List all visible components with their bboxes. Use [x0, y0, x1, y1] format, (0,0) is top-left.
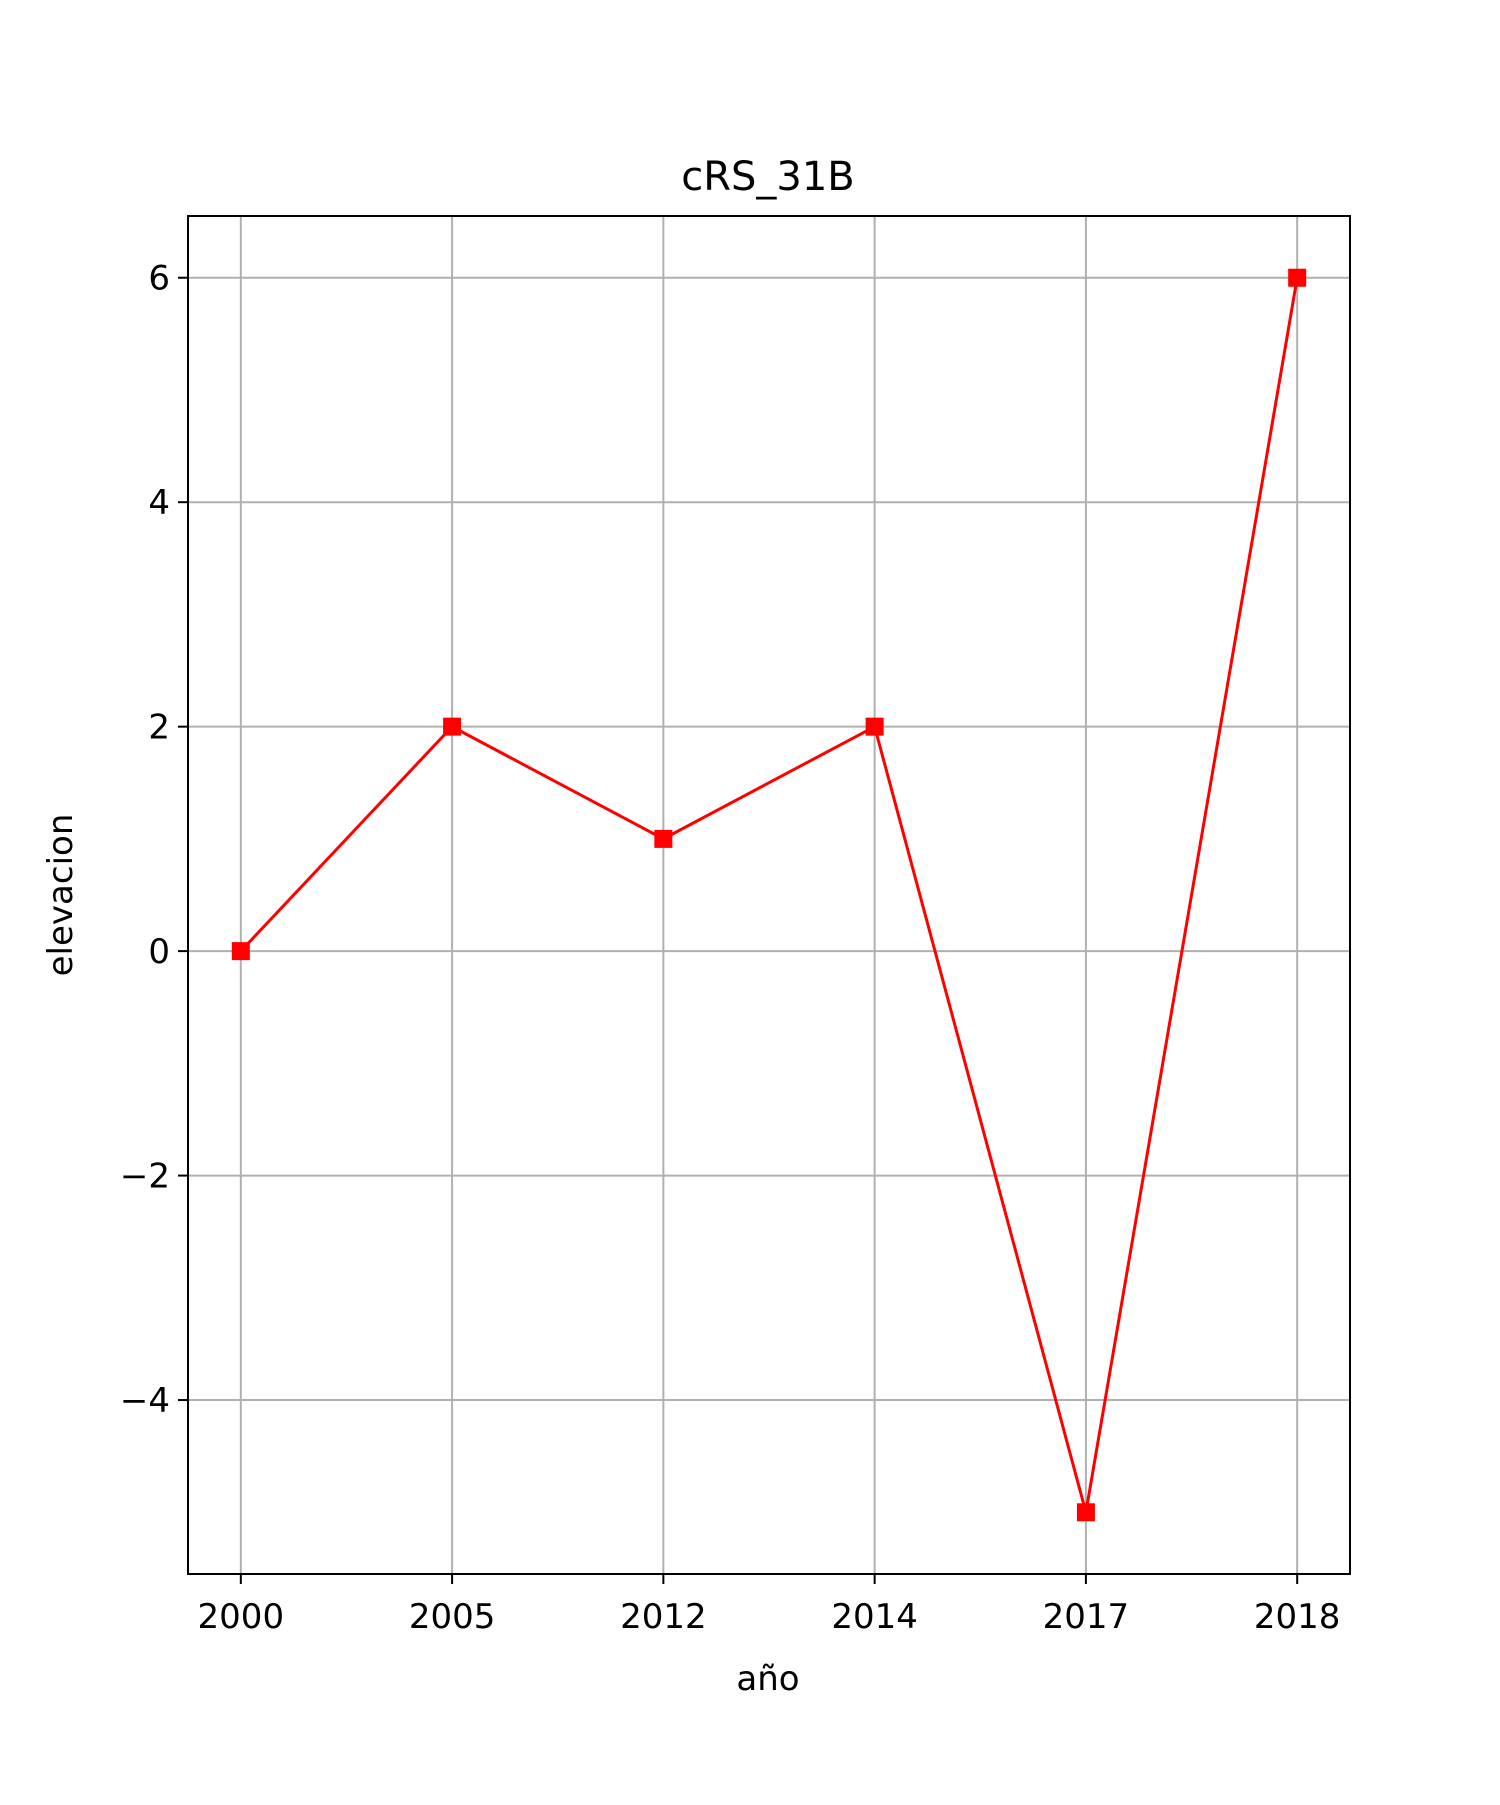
y-tick-label: −2 [120, 1157, 170, 1197]
y-tick-label: −4 [120, 1381, 170, 1421]
x-tick-label: 2018 [1254, 1597, 1341, 1637]
y-tick-label: 4 [148, 483, 170, 523]
x-tick-label: 2000 [198, 1597, 285, 1637]
y-axis-label: elevacion [41, 814, 81, 977]
data-point-marker [1288, 268, 1307, 287]
y-axis-ticks: −4 −2 0 2 4 6 [120, 259, 188, 1421]
grid-lines [188, 216, 1350, 1574]
x-tick-label: 2012 [620, 1597, 707, 1637]
x-axis-label: año [736, 1659, 799, 1699]
y-tick-label: 0 [148, 932, 170, 972]
plot-area-frame [187, 215, 1351, 1575]
series-line-group [231, 268, 1307, 1522]
x-tick-label: 2005 [409, 1597, 496, 1637]
data-point-marker [231, 942, 250, 961]
x-axis-ticks: 2000 2005 2012 2014 2017 2018 [198, 1574, 1341, 1637]
data-point-marker [654, 829, 673, 848]
data-point-marker [1076, 1503, 1095, 1522]
x-tick-label: 2017 [1043, 1597, 1130, 1637]
chart-title: cRS_31B [681, 154, 855, 200]
data-point-marker [443, 717, 462, 736]
series-line [239, 277, 1299, 1513]
data-point-marker [865, 717, 884, 736]
x-tick-label: 2014 [831, 1597, 918, 1637]
y-tick-label: 2 [148, 708, 170, 748]
y-tick-label: 6 [148, 259, 170, 299]
